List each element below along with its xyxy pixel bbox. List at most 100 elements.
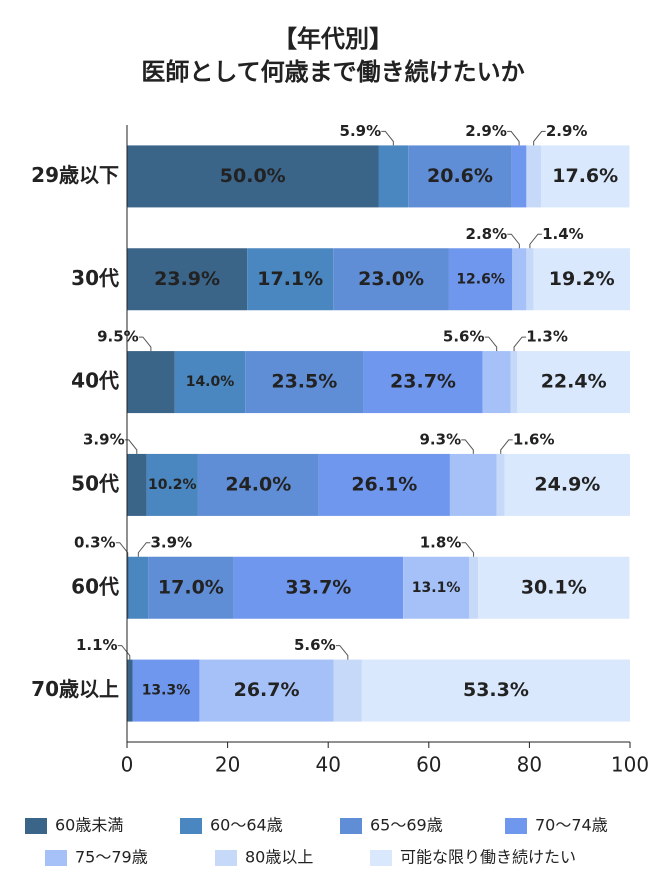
value-label: 23.5% — [271, 371, 337, 393]
legend-label: 80歳以上 — [245, 848, 313, 867]
x-tick-label: 80 — [517, 753, 542, 777]
y-tick-label: 30代 — [71, 266, 119, 290]
leader-line — [533, 130, 546, 146]
bar-segment — [128, 556, 149, 619]
value-label: 1.1% — [76, 636, 118, 654]
value-label: 5.6% — [294, 636, 336, 654]
bar-segment — [127, 453, 147, 516]
value-label: 2.9% — [546, 122, 588, 140]
value-label: 53.3% — [463, 679, 529, 701]
value-label: 13.1% — [412, 580, 461, 596]
bar-segment — [540, 145, 630, 208]
y-tick-label: 40代 — [71, 369, 119, 393]
x-tick-label: 0 — [121, 753, 134, 777]
value-label: 12.6% — [456, 271, 505, 287]
bar-segment — [517, 351, 630, 414]
bar-segment — [408, 145, 512, 208]
value-label: 5.6% — [443, 328, 485, 346]
value-label: 2.8% — [466, 225, 508, 243]
leader-line — [335, 645, 349, 660]
value-label: 30.1% — [521, 576, 587, 598]
bar-segment — [361, 659, 630, 722]
legend-label: 60歳未満 — [55, 816, 123, 835]
value-label: 2.9% — [465, 122, 507, 140]
bar-segment — [482, 351, 511, 414]
bar-segment — [127, 351, 175, 414]
legend-label: 75～79歳 — [75, 848, 148, 867]
legend-swatch — [505, 818, 527, 834]
bar-segment — [449, 453, 497, 516]
bar-segment — [148, 556, 234, 619]
leader-line — [137, 542, 151, 557]
leader-line — [484, 336, 498, 352]
value-label: 10.2% — [148, 477, 197, 493]
value-label: 26.1% — [351, 473, 417, 495]
leader-line — [529, 233, 542, 249]
bar-segment — [333, 659, 362, 722]
value-label: 17.1% — [257, 268, 323, 290]
bar-segment — [403, 556, 470, 619]
bar-segment — [526, 248, 534, 311]
value-label: 1.6% — [513, 430, 555, 448]
bar-segment — [504, 453, 630, 516]
bar-segment — [127, 659, 133, 722]
bar-segment — [197, 453, 319, 516]
bar-segment — [469, 556, 479, 619]
bar-segment — [510, 351, 518, 414]
bar-segment — [174, 351, 246, 414]
value-label: 23.9% — [154, 268, 220, 290]
legend-label: 可能な限り働き続けたい — [400, 848, 576, 867]
value-label: 24.0% — [225, 473, 291, 495]
bar-segment — [333, 248, 449, 311]
legend-label: 70～74歳 — [535, 816, 608, 835]
y-tick-label: 29歳以下 — [31, 163, 119, 187]
leader-line — [507, 233, 520, 249]
legend-swatch — [45, 850, 67, 866]
bar-segment — [378, 145, 409, 208]
legend-swatch — [25, 818, 47, 834]
value-label: 24.9% — [534, 473, 600, 495]
value-label: 1.4% — [542, 225, 584, 243]
y-tick-label: 70歳以上 — [31, 677, 119, 701]
bar-segment — [247, 248, 334, 311]
bar-segment — [533, 248, 630, 311]
value-label: 26.7% — [234, 679, 300, 701]
bar-segment — [146, 453, 198, 516]
value-label: 17.0% — [158, 576, 224, 598]
leader-line — [461, 439, 474, 454]
value-label: 50.0% — [220, 165, 286, 187]
leader-line — [138, 336, 152, 352]
legend-swatch — [180, 818, 202, 834]
value-label: 3.9% — [83, 430, 125, 448]
value-label: 1.8% — [420, 533, 462, 551]
leader-line — [513, 336, 527, 352]
leader-line — [461, 542, 475, 557]
bar-segment — [245, 351, 364, 414]
legend-label: 65～69歳 — [370, 816, 443, 835]
bar-segment — [132, 659, 200, 722]
bar-segment — [448, 248, 513, 311]
x-tick-label: 100 — [611, 753, 649, 777]
value-label: 33.7% — [285, 576, 351, 598]
value-label: 9.3% — [420, 430, 462, 448]
x-tick-label: 20 — [215, 753, 240, 777]
x-tick-label: 40 — [315, 753, 340, 777]
value-label: 23.0% — [358, 268, 424, 290]
y-tick-label: 60代 — [71, 574, 119, 598]
legend-swatch — [370, 850, 392, 866]
chart-subtitle: 医師として何歳まで働き続けたいか — [141, 58, 524, 86]
bar-segment — [127, 556, 129, 619]
bar-segment — [318, 453, 450, 516]
leader-line — [500, 439, 513, 454]
bar-segment — [512, 248, 527, 311]
legend-label: 60～64歳 — [210, 816, 283, 835]
bar-segment — [127, 248, 248, 311]
value-label: 0.3% — [74, 533, 116, 551]
legend-swatch — [340, 818, 362, 834]
bar-segment — [363, 351, 483, 414]
bar-segment — [496, 453, 505, 516]
value-label: 19.2% — [549, 268, 615, 290]
leader-line — [115, 542, 129, 557]
bar-segment — [127, 145, 379, 208]
value-label: 22.4% — [541, 371, 607, 393]
